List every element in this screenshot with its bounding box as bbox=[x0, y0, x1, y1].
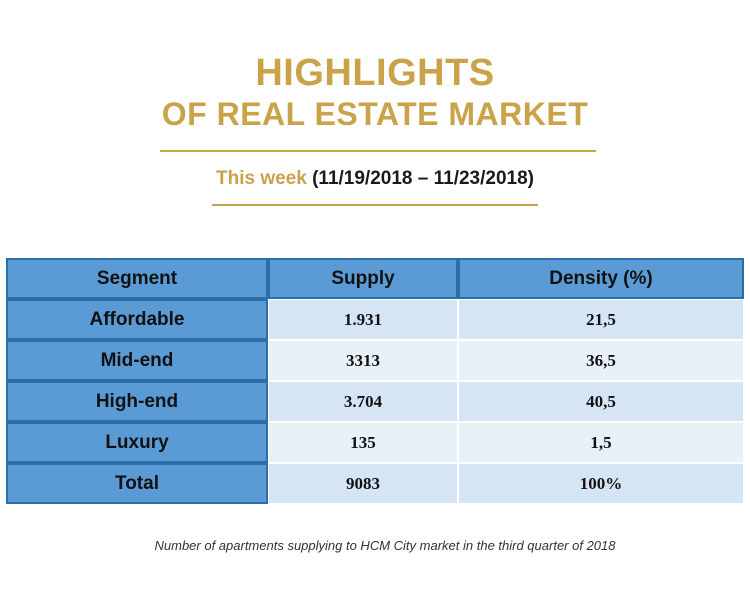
table-caption: Number of apartments supplying to HCM Ci… bbox=[154, 538, 616, 553]
segment-cell: Mid-end bbox=[6, 340, 268, 381]
segment-cell: Affordable bbox=[6, 299, 268, 340]
supply-cell: 135 bbox=[268, 422, 458, 463]
title-line-1: HIGHLIGHTS bbox=[255, 52, 495, 94]
density-cell: 40,5 bbox=[458, 381, 744, 422]
week-divider bbox=[212, 204, 538, 206]
column-header-segment: Segment bbox=[6, 258, 268, 299]
week-label: This week bbox=[216, 168, 307, 189]
supply-cell: 1.931 bbox=[268, 299, 458, 340]
segment-cell: Luxury bbox=[6, 422, 268, 463]
supply-table: Segment Supply Density (%) Affordable 1.… bbox=[6, 258, 744, 504]
density-cell: 100% bbox=[458, 463, 744, 504]
segment-cell: High-end bbox=[6, 381, 268, 422]
column-header-supply: Supply bbox=[268, 258, 458, 299]
supply-cell: 3313 bbox=[268, 340, 458, 381]
density-cell: 36,5 bbox=[458, 340, 744, 381]
table-row: Affordable 1.931 21,5 bbox=[6, 299, 744, 340]
supply-cell: 9083 bbox=[268, 463, 458, 504]
density-cell: 1,5 bbox=[458, 422, 744, 463]
density-cell: 21,5 bbox=[458, 299, 744, 340]
column-header-density: Density (%) bbox=[458, 258, 744, 299]
table-header-row: Segment Supply Density (%) bbox=[6, 258, 744, 299]
week-dates: (11/19/2018 – 11/23/2018) bbox=[312, 168, 534, 189]
table-row: Luxury 135 1,5 bbox=[6, 422, 744, 463]
table-row: Mid-end 3313 36,5 bbox=[6, 340, 744, 381]
segment-cell: Total bbox=[6, 463, 268, 504]
title-line-2: OF REAL ESTATE MARKET bbox=[161, 96, 589, 132]
table-row-total: Total 9083 100% bbox=[6, 463, 744, 504]
supply-cell: 3.704 bbox=[268, 381, 458, 422]
table-row: High-end 3.704 40,5 bbox=[6, 381, 744, 422]
week-range: This week (11/19/2018 – 11/23/2018) bbox=[0, 168, 750, 190]
title-divider bbox=[160, 150, 596, 152]
